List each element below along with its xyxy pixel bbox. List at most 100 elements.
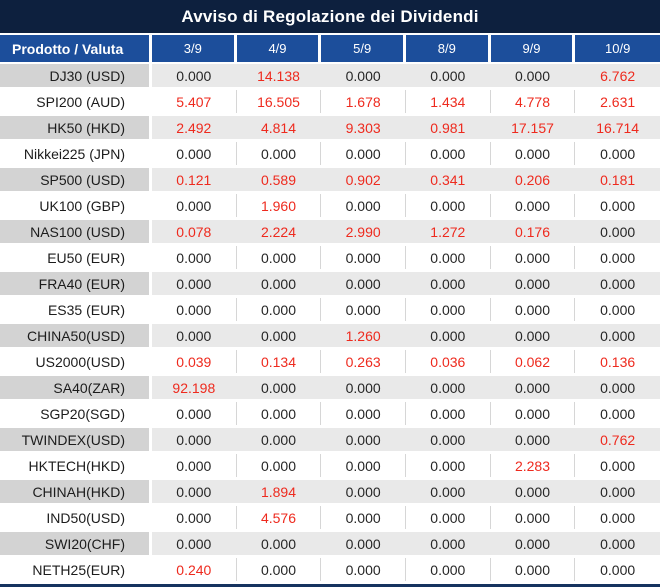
dividend-value: 0.000 <box>237 142 322 165</box>
dividend-value: 0.000 <box>152 532 237 555</box>
table-row: NETH25(EUR) 0.240 0.000 0.000 0.000 0.00… <box>0 556 660 582</box>
dividend-value: 0.240 <box>152 558 237 581</box>
dividend-value: 2.224 <box>236 220 322 243</box>
dividend-value: 0.000 <box>152 454 237 477</box>
dividend-value: 0.000 <box>321 272 406 295</box>
table-row: CHINA50(USD) 0.000 0.000 1.260 0.000 0.0… <box>0 322 660 348</box>
dividend-value: 0.000 <box>600 509 636 526</box>
product-label: NAS100 (USD) <box>0 220 152 243</box>
dividend-value: 0.000 <box>406 506 491 529</box>
dividend-value: 0.902 <box>321 168 406 191</box>
dividend-value: 0.000 <box>490 532 576 555</box>
dividend-value: 14.138 <box>236 64 322 87</box>
dividend-value: 1.272 <box>405 220 491 243</box>
dividend-value: 0.000 <box>406 298 491 321</box>
table-row: SP500 (USD) 0.121 0.589 0.902 0.341 0.20… <box>0 166 660 192</box>
product-label: UK100 (GBP) <box>0 194 152 217</box>
dividend-value: 4.814 <box>236 116 322 139</box>
dividend-value: 0.000 <box>600 249 636 266</box>
product-label: NETH25(EUR) <box>0 558 152 581</box>
dividend-value: 0.000 <box>406 402 491 425</box>
dividend-value: 0.341 <box>405 168 491 191</box>
dividend-value: 0.000 <box>490 428 576 451</box>
table-row: IND50(USD) 0.000 4.576 0.000 0.000 0.000… <box>0 504 660 530</box>
dividend-value: 0.000 <box>405 64 491 87</box>
dividend-value: 1.894 <box>236 480 322 503</box>
dividend-value: 0.176 <box>490 220 576 243</box>
column-header-date-3: 5/9 <box>321 35 406 62</box>
dividend-value: 0.000 <box>321 298 406 321</box>
dividend-value: 0.000 <box>321 428 406 451</box>
dividend-value: 0.000 <box>490 272 576 295</box>
table-row: HKTECH(HKD) 0.000 0.000 0.000 0.000 2.28… <box>0 452 660 478</box>
dividend-value: 2.990 <box>321 220 406 243</box>
dividend-value: 4.778 <box>491 90 576 113</box>
dividend-value: 0.000 <box>152 246 237 269</box>
dividend-value: 17.157 <box>490 116 576 139</box>
dividend-value: 0.181 <box>575 168 660 191</box>
product-label: FRA40 (EUR) <box>0 272 152 295</box>
dividend-value: 0.263 <box>321 350 406 373</box>
dividend-value: 0.000 <box>321 194 406 217</box>
table-row: FRA40 (EUR) 0.000 0.000 0.000 0.000 0.00… <box>0 270 660 296</box>
dividend-value: 0.136 <box>600 353 636 370</box>
dividend-value: 0.000 <box>406 142 491 165</box>
dividend-value: 0.000 <box>152 402 237 425</box>
dividend-value: 0.589 <box>236 168 322 191</box>
dividend-value: 0.000 <box>600 457 636 474</box>
dividend-value: 16.505 <box>237 90 322 113</box>
dividend-value: 2.492 <box>152 116 237 139</box>
dividend-value: 0.000 <box>575 376 660 399</box>
dividend-value: 0.000 <box>236 272 322 295</box>
dividend-value: 16.714 <box>575 116 660 139</box>
dividend-value: 0.000 <box>490 324 576 347</box>
dividend-value: 0.000 <box>237 402 322 425</box>
table-header-row: Prodotto / Valuta 3/9 4/9 5/9 8/9 9/9 10… <box>0 35 660 62</box>
dividend-value: 0.000 <box>600 405 636 422</box>
table-row: Nikkei225 (JPN) 0.000 0.000 0.000 0.000 … <box>0 140 660 166</box>
dividend-value: 0.000 <box>321 402 406 425</box>
dividend-value: 0.000 <box>236 428 322 451</box>
table-row: SGP20(SGD) 0.000 0.000 0.000 0.000 0.000… <box>0 400 660 426</box>
dividend-value: 0.000 <box>491 402 576 425</box>
table-row: NAS100 (USD) 0.078 2.224 2.990 1.272 0.1… <box>0 218 660 244</box>
dividend-value: 0.000 <box>237 246 322 269</box>
dividend-value: 0.000 <box>152 194 237 217</box>
dividend-value: 0.000 <box>321 454 406 477</box>
bottom-border <box>0 582 660 587</box>
table-row: CHINAH(HKD) 0.000 1.894 0.000 0.000 0.00… <box>0 478 660 504</box>
product-label: SPI200 (AUD) <box>0 90 152 113</box>
dividend-value: 1.678 <box>321 90 406 113</box>
product-label: TWINDEX(USD) <box>0 428 152 451</box>
table-row: ES35 (EUR) 0.000 0.000 0.000 0.000 0.000… <box>0 296 660 322</box>
dividend-value: 0.078 <box>152 220 237 243</box>
dividend-value: 0.000 <box>575 532 660 555</box>
product-label: SWI20(CHF) <box>0 532 152 555</box>
dividend-value: 0.000 <box>152 64 237 87</box>
dividend-value: 0.000 <box>406 194 491 217</box>
product-label: SA40(ZAR) <box>0 376 152 399</box>
dividend-value: 0.000 <box>405 428 491 451</box>
dividend-value: 0.000 <box>490 376 576 399</box>
product-label: SP500 (USD) <box>0 168 152 191</box>
column-header-date-1: 3/9 <box>152 35 237 62</box>
dividend-value: 0.000 <box>152 428 237 451</box>
dividend-value: 0.206 <box>490 168 576 191</box>
dividend-value: 0.000 <box>321 480 406 503</box>
dividend-value: 0.000 <box>321 506 406 529</box>
product-label: SGP20(SGD) <box>0 402 152 425</box>
product-label: CHINA50(USD) <box>0 324 152 347</box>
dividend-value: 0.000 <box>405 480 491 503</box>
product-label: US2000(USD) <box>0 350 152 373</box>
dividend-value: 0.000 <box>491 558 576 581</box>
dividend-value: 0.000 <box>575 324 660 347</box>
dividend-value: 0.000 <box>321 376 406 399</box>
table-row: EU50 (EUR) 0.000 0.000 0.000 0.000 0.000… <box>0 244 660 270</box>
dividend-value: 0.000 <box>321 558 406 581</box>
table-row: HK50 (HKD) 2.492 4.814 9.303 0.981 17.15… <box>0 114 660 140</box>
table-row: TWINDEX(USD) 0.000 0.000 0.000 0.000 0.0… <box>0 426 660 452</box>
table-row: SWI20(CHF) 0.000 0.000 0.000 0.000 0.000… <box>0 530 660 556</box>
product-label: CHINAH(HKD) <box>0 480 152 503</box>
dividend-value: 0.000 <box>405 532 491 555</box>
